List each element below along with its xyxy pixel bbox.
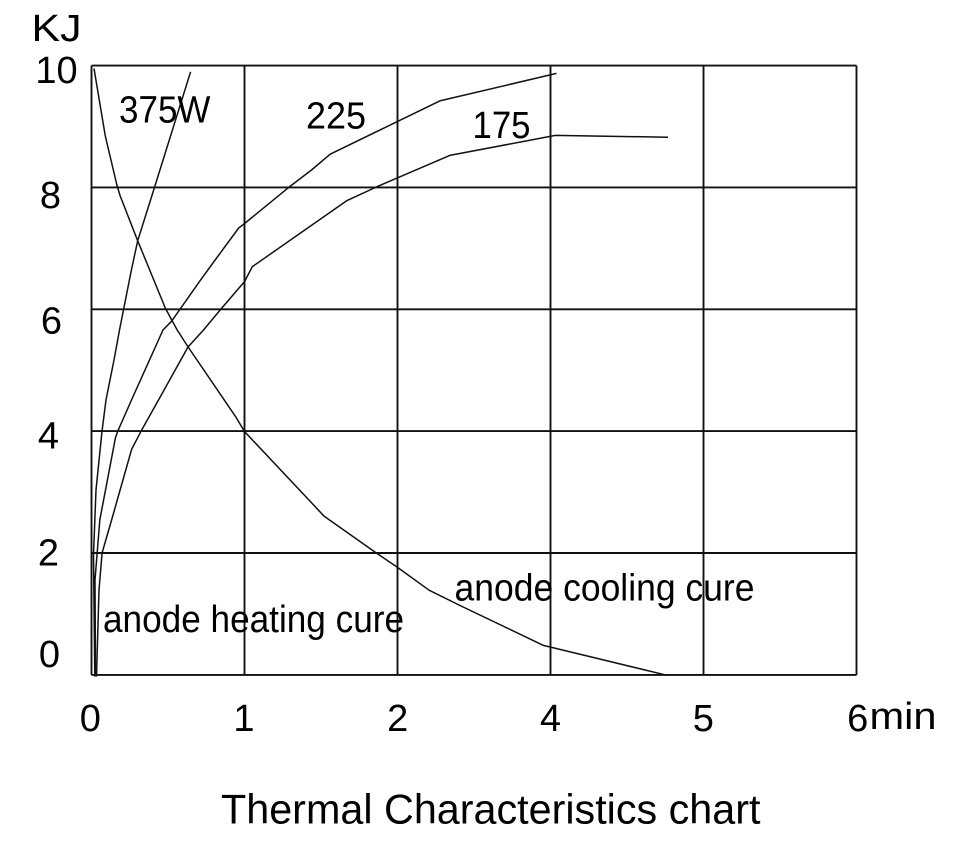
svg-text:0: 0 [80,698,101,740]
svg-text:2: 2 [38,533,59,575]
svg-text:225: 225 [306,96,366,138]
svg-text:4: 4 [38,416,59,458]
svg-text:175: 175 [473,105,531,147]
svg-text:8: 8 [40,175,61,217]
svg-text:5: 5 [693,698,714,740]
svg-text:375W: 375W [119,89,211,131]
svg-text:6: 6 [41,301,62,343]
svg-text:6: 6 [847,698,868,740]
svg-text:KJ: KJ [32,8,82,50]
svg-text:1: 1 [233,698,254,740]
svg-text:anode heating cure: anode heating cure [103,599,404,641]
svg-text:10: 10 [35,50,77,92]
svg-text:anode cooling cure: anode cooling cure [455,568,755,610]
svg-text:min: min [870,696,937,738]
svg-text:0: 0 [39,634,60,676]
svg-text:Thermal Characteristics chart: Thermal Characteristics chart [221,785,761,832]
svg-text:4: 4 [540,698,561,740]
svg-text:2: 2 [387,698,408,740]
